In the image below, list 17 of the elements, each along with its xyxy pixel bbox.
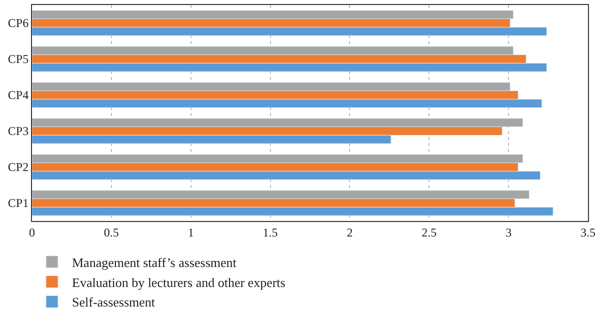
x-tick-label: 1 (188, 225, 194, 240)
x-tick-label: 0.5 (104, 225, 119, 240)
legend-label: Self-assessment (72, 294, 156, 310)
x-tick-label: 1.5 (262, 225, 278, 240)
x-tick-label: 2.5 (422, 225, 437, 240)
y-tick-label: CP4 (8, 88, 29, 102)
y-tick-label: CP1 (8, 196, 29, 210)
y-tick-label: CP3 (8, 124, 29, 138)
x-tick-label: 3 (506, 225, 512, 240)
legend-label: Management staff’s assessment (72, 254, 237, 270)
y-tick-label: CP2 (8, 160, 29, 174)
y-tick-label: CP5 (8, 52, 29, 66)
x-tick-label: 2 (346, 225, 353, 240)
legend-label: Evaluation by lecturers and other experts (72, 274, 286, 290)
x-tick-label: 0 (29, 225, 35, 240)
y-tick-label: CP6 (8, 16, 29, 30)
x-tick-label: 3.5 (580, 225, 596, 240)
